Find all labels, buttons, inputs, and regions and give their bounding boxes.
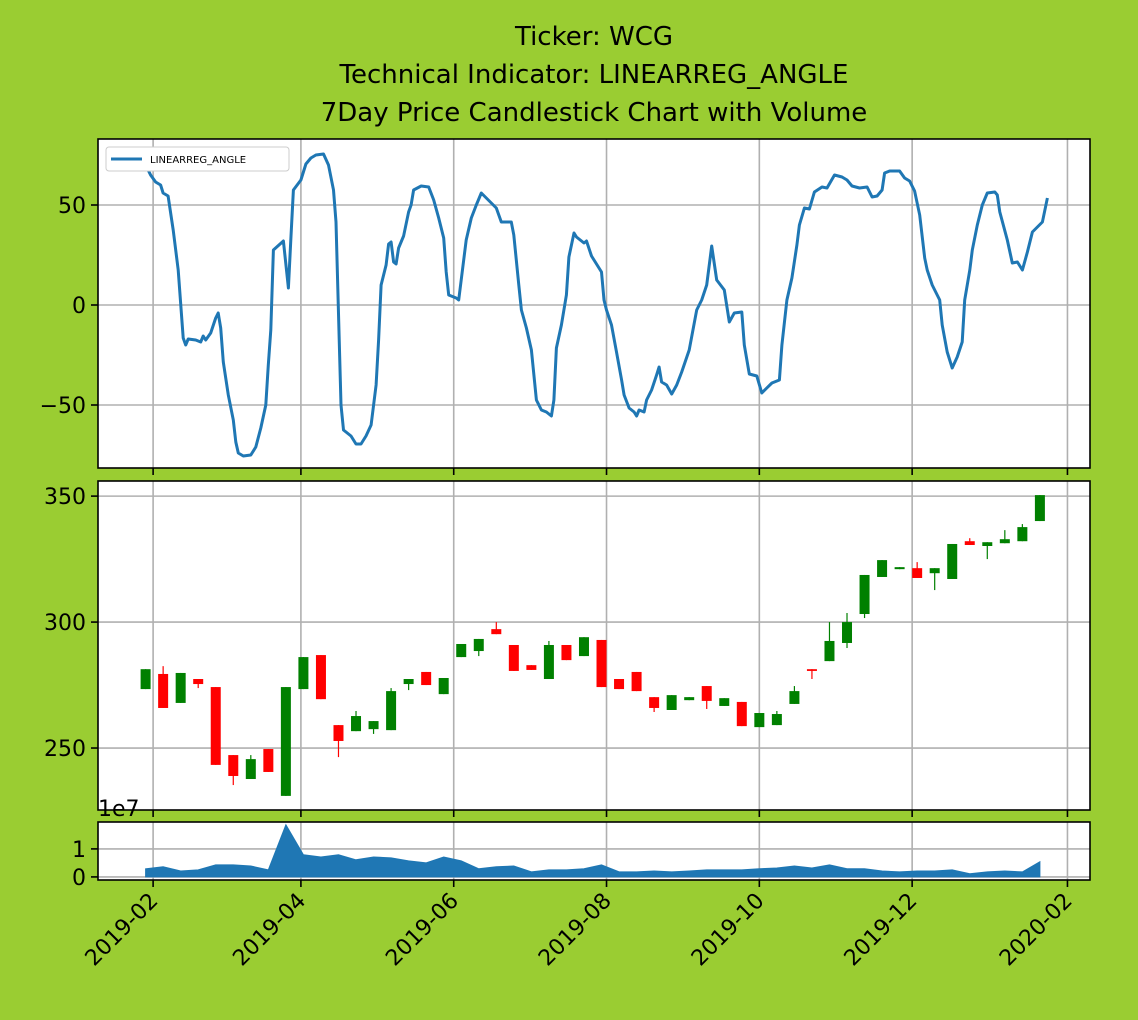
x-tick-label: 2019-06 [381,889,464,972]
candle-body [631,671,642,692]
candle-body [315,655,326,700]
candle-body [1034,495,1045,522]
candle-body [736,701,747,727]
candle-body [982,542,993,546]
candle-body [368,721,379,730]
y-tick-label: 0 [72,294,86,319]
candle-body [947,543,958,579]
x-tick-label: 2019-08 [534,889,617,972]
candle-body [280,687,291,796]
candle-body [228,755,239,776]
candle-body [438,677,449,695]
candle-body [210,687,221,765]
y-tick-label: −50 [40,394,86,419]
candle-body [1017,527,1028,542]
candle-body [806,669,817,671]
candle-body [561,644,572,661]
candle-body [158,673,169,708]
candle-body [596,639,607,688]
candle-body [929,568,940,574]
candle-body [824,640,835,662]
candle-body [298,657,309,690]
axes-frame [97,480,1091,811]
candle-body [456,643,467,658]
volume-area [145,823,1041,878]
title-line: Technical Indicator: LINEARREG_ANGLE [339,60,849,90]
axes-frame [97,138,1091,469]
x-tick-label: 2019-12 [840,889,923,972]
title-line: 7Day Price Candlestick Chart with Volume [321,98,868,128]
candle-body [999,539,1010,544]
candle-body [789,691,800,704]
candle-body [403,679,414,685]
y-tick-label: 0 [72,866,86,891]
candle-body [263,749,274,772]
candle-body [473,638,484,652]
candle-body [526,665,537,670]
candle-body [508,644,519,671]
y-tick-label: 50 [58,194,86,219]
candle-body [877,560,888,577]
candle-body [964,541,975,545]
candle-body [578,637,589,657]
x-tick-label: 2019-02 [81,889,164,972]
candle-body [543,644,554,680]
plot-area [98,481,1090,810]
legend-label: LINEARREG_ANGLE [150,155,246,166]
x-tick-label: 2019-10 [687,889,770,972]
candle-body [421,671,432,686]
title-line: Ticker: WCG [514,22,673,52]
y-tick-label: 250 [44,737,86,762]
candle-body [842,622,853,643]
candle-body [719,698,730,706]
candle-body [771,714,782,726]
candle-body [351,716,362,732]
x-tick-label: 2019-04 [228,889,311,972]
axes-frame [97,821,1091,881]
candle-body [701,686,712,701]
candle-body [333,725,344,741]
candle-body [859,574,870,615]
x-tick-label: 2020-02 [995,889,1078,972]
indicator-line [144,152,1049,458]
candle-body [245,759,256,780]
candle-body [193,679,204,685]
candle-body [894,567,905,570]
candle-body [754,713,765,728]
y-tick-label: 350 [44,485,86,510]
candle-body [386,691,397,731]
candle-body [491,629,502,635]
candle-body [684,697,695,701]
legend-box [105,146,290,172]
candle-body [140,669,151,690]
y-tick-label: 1 [72,838,86,863]
candle-body [175,672,186,703]
candle-body [912,568,923,578]
candle-body [614,679,625,690]
candle-body [649,697,660,708]
axis-offset-label: 1e7 [98,797,140,822]
y-tick-label: 300 [44,611,86,636]
candle-body [666,695,677,710]
